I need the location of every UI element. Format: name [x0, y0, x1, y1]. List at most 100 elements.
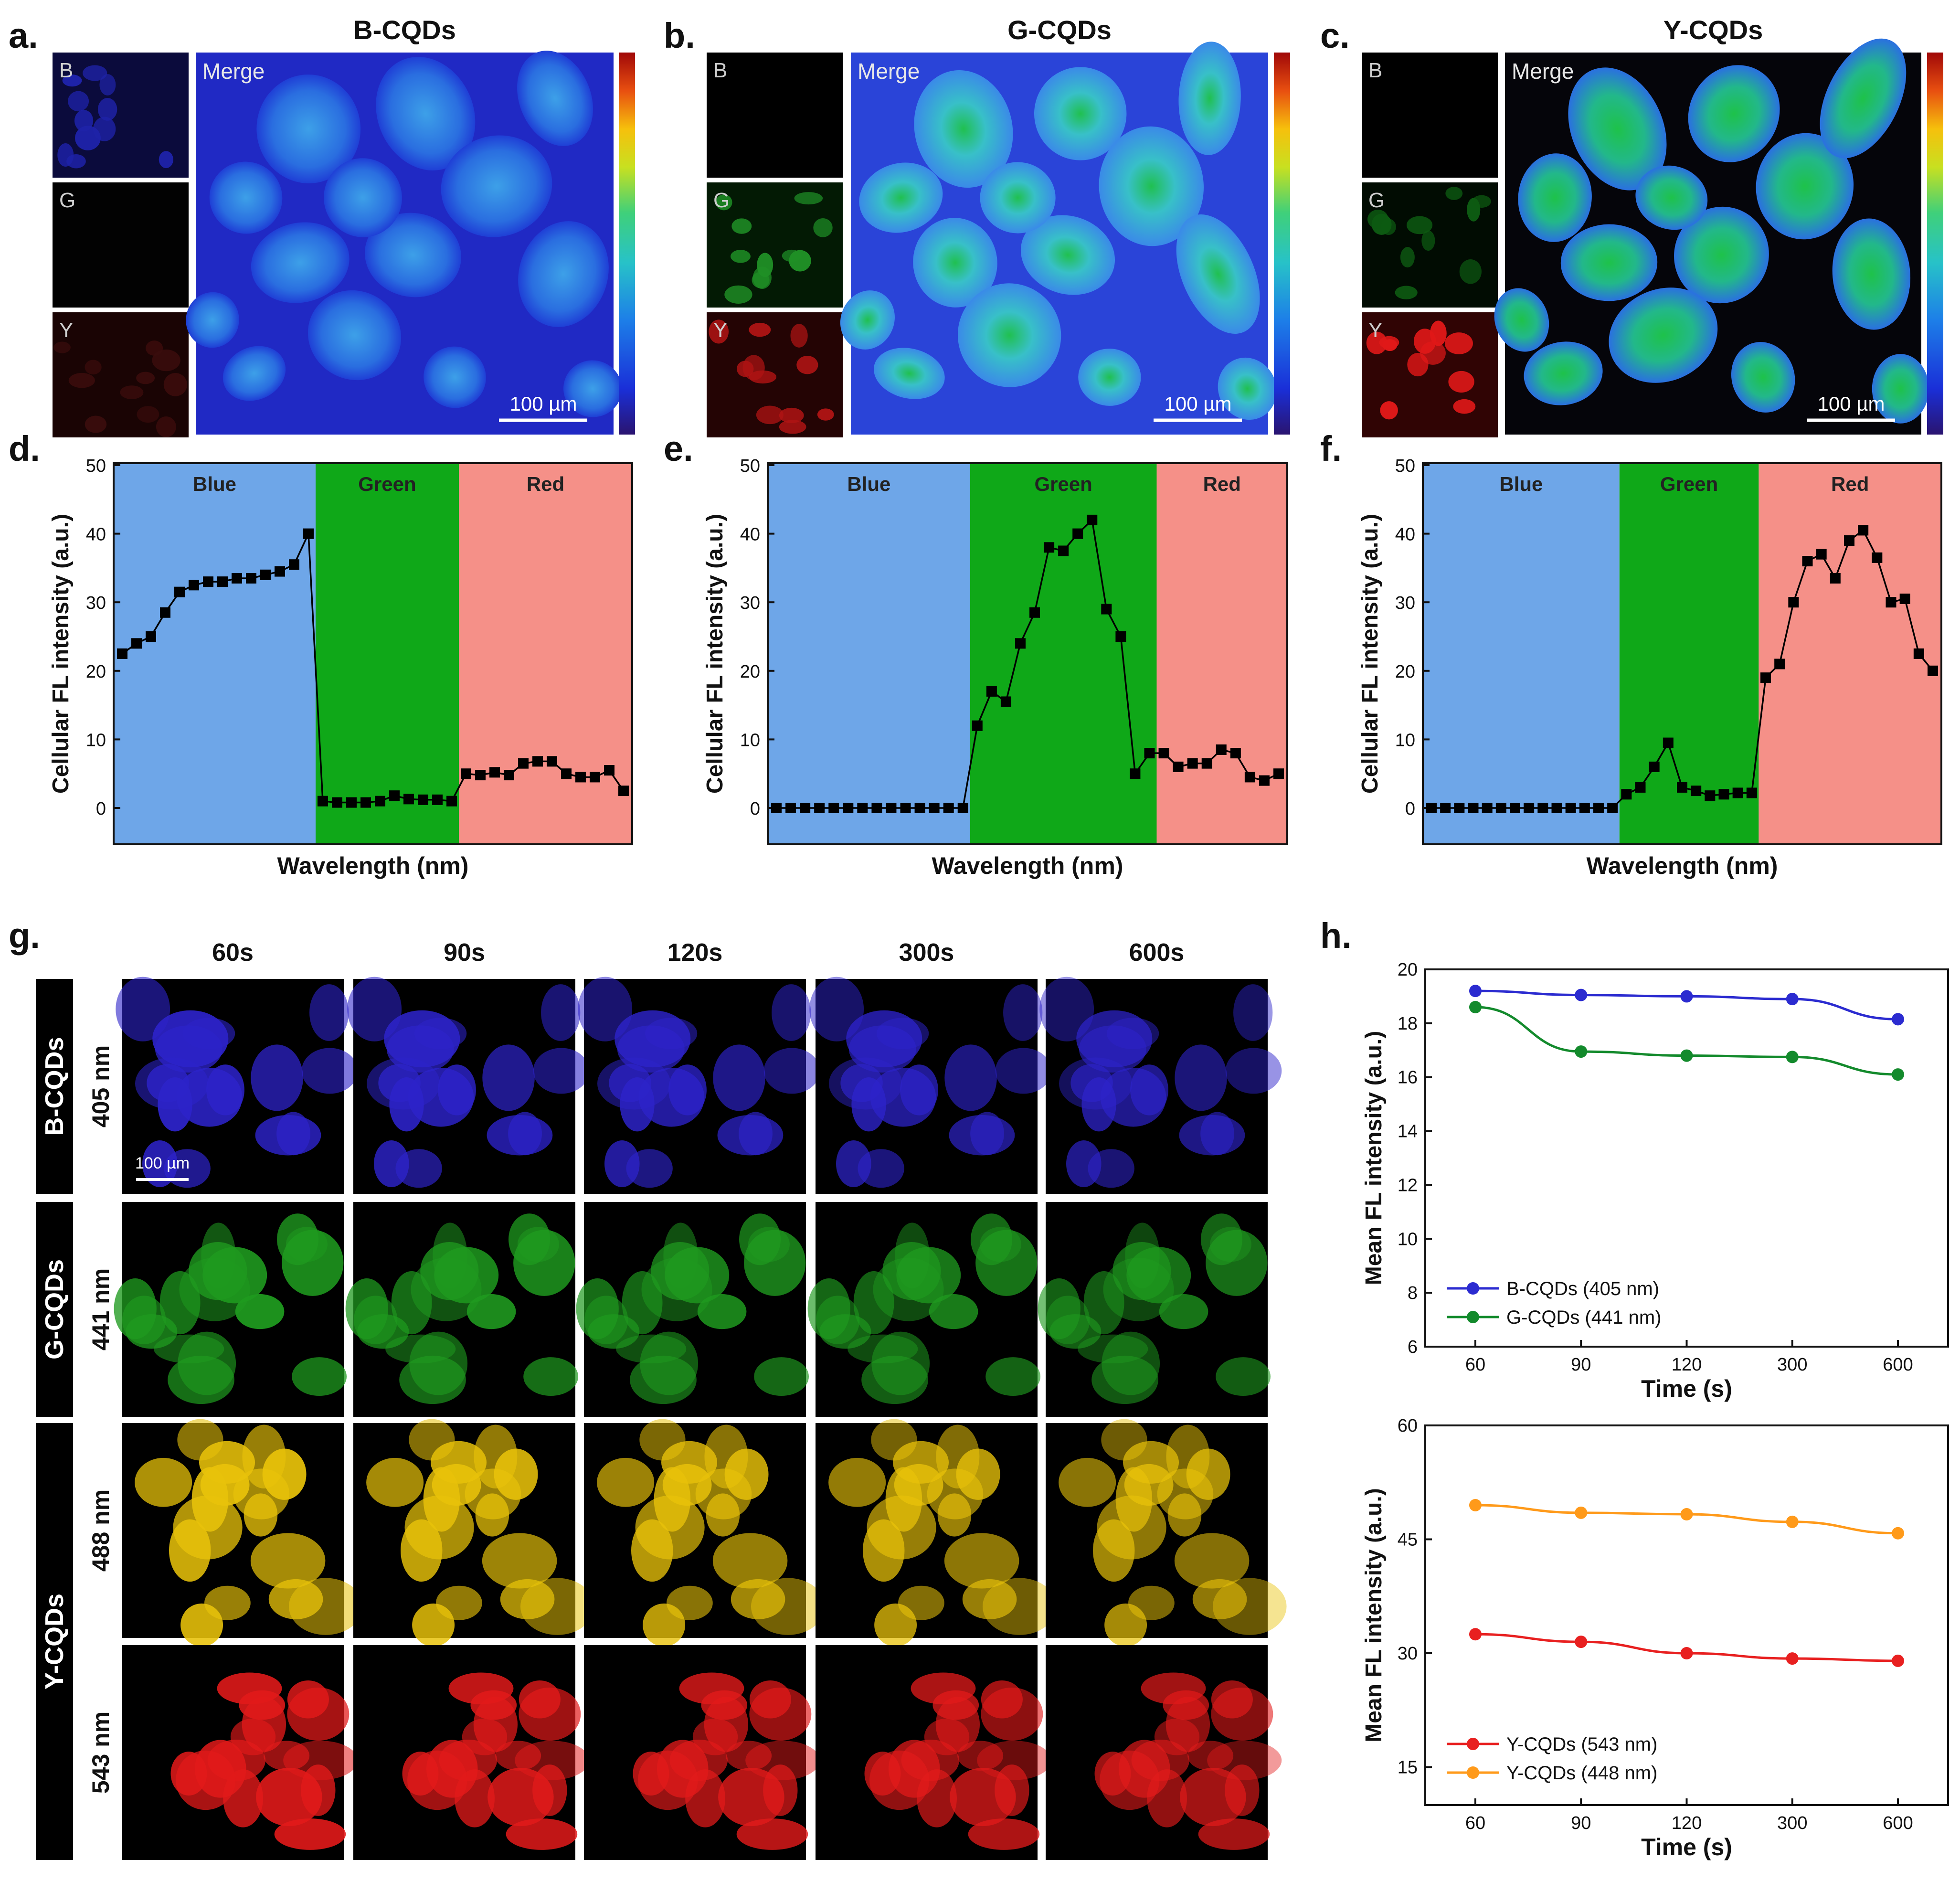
legend-label: B-CQDs (405 nm) [1506, 1278, 1659, 1299]
panel-letter-3: d. [9, 429, 40, 468]
y-tick-label: 40 [740, 525, 760, 545]
cell-blob [1128, 1585, 1175, 1620]
data-point [1015, 638, 1026, 649]
cell-blob [57, 143, 74, 167]
cell-blob [861, 1355, 928, 1404]
cell-blob [135, 1457, 192, 1507]
data-point [800, 803, 811, 813]
cell-blob [1407, 216, 1433, 234]
cell-blob [626, 1149, 673, 1188]
cell-blob [731, 250, 751, 263]
y-tick-label: 60 [1398, 1416, 1418, 1436]
cell-blob [277, 1213, 318, 1265]
cell-blob [301, 1764, 336, 1816]
sample-label: G-CQDs [40, 1259, 69, 1360]
region-label: Green [358, 473, 416, 495]
cell-blob [1674, 206, 1769, 304]
cell-blob [122, 1296, 166, 1345]
data-point [518, 758, 529, 769]
cell-blob [389, 1077, 424, 1132]
y-tick-label: 0 [750, 799, 760, 819]
cell-blob [957, 1741, 1004, 1771]
cell-blob [898, 1585, 944, 1620]
timelapse-grid: 100 µm B-CQDs G-CQDs Y-CQDs 405 nm 441 nm 488 … [36, 977, 1287, 1860]
cell-blob [739, 1112, 773, 1156]
region-red [1759, 463, 1941, 844]
data-point [871, 803, 882, 813]
y-tick-label: 30 [1395, 593, 1415, 613]
cell-blob [423, 1467, 460, 1532]
cell-blob [1459, 259, 1482, 284]
y-tick-label: 30 [86, 593, 106, 613]
cell-blob [1872, 354, 1929, 424]
cell-blob [772, 984, 811, 1041]
data-point [1830, 573, 1841, 584]
cell-blob [1635, 165, 1708, 230]
cell-blob [1174, 1533, 1250, 1589]
data-point [1440, 803, 1451, 813]
cell-blob [159, 1271, 201, 1335]
cell-blob [749, 1687, 812, 1741]
data-point [389, 790, 400, 801]
cell-blob [163, 372, 187, 396]
cell-blob [292, 1357, 347, 1396]
cell-blob [763, 1048, 820, 1094]
data-point [771, 803, 782, 813]
data-point [1786, 1652, 1799, 1665]
data-point [318, 796, 328, 807]
panel-letter-6: g. [9, 916, 40, 956]
data-point [174, 586, 185, 597]
y-axis-label: Cellular FL intensity (a.u.) [48, 514, 74, 794]
x-tick-label: 60 [1465, 1813, 1485, 1833]
data-point [1468, 803, 1479, 813]
scale-bar-label: 100 µm [1818, 393, 1885, 415]
legend-marker [1467, 1311, 1479, 1323]
region-label: Green [1660, 473, 1718, 495]
cell-blob [1176, 214, 1260, 334]
cell-blob [970, 1112, 1004, 1156]
y-tick-label: 14 [1398, 1122, 1418, 1142]
data-point [1680, 1647, 1693, 1659]
time-label: 60s [212, 939, 254, 967]
cell-blob [395, 1149, 442, 1188]
cell-blob [256, 74, 361, 183]
data-point [432, 794, 443, 805]
cell-blob [715, 194, 732, 211]
data-point [189, 580, 199, 591]
cell-blob [816, 1296, 860, 1345]
data-point [1454, 803, 1465, 813]
cell-blob [1034, 67, 1127, 160]
cell-blob [1186, 1448, 1230, 1500]
cell-blob [1078, 349, 1141, 406]
data-point [1130, 768, 1141, 779]
cell-blob [1444, 332, 1473, 354]
y-axis-label: Mean FL intensity (a.u.) [1361, 1031, 1387, 1286]
y-tick-label: 18 [1398, 1014, 1418, 1034]
cell-blob [324, 158, 402, 237]
cell-blob [182, 1018, 235, 1050]
cell-blob [1187, 1741, 1234, 1771]
panel-letter-2: c. [1320, 16, 1350, 55]
cell-blob [794, 192, 823, 205]
cell-blob [1568, 67, 1667, 191]
y-tick-label: 6 [1408, 1337, 1418, 1357]
data-point [1680, 1508, 1693, 1521]
legend-marker [1467, 1282, 1479, 1295]
data-point [1928, 665, 1938, 676]
data-point [532, 756, 543, 767]
cell-blob [726, 1741, 772, 1771]
data-point [1524, 803, 1535, 813]
y-tick-label: 0 [1405, 799, 1415, 819]
y-tick-label: 20 [740, 662, 760, 682]
data-point [1469, 1001, 1482, 1013]
cell-blob [137, 406, 159, 423]
cell-blob [1115, 1467, 1153, 1532]
cell-blob [1688, 65, 1780, 162]
data-point [1786, 1051, 1799, 1063]
data-point [986, 686, 997, 697]
data-point [828, 803, 839, 813]
cell-blob [251, 1044, 303, 1111]
cell-blob [441, 135, 552, 237]
panel-letter-5: f. [1320, 429, 1342, 468]
cell-blob [1233, 984, 1273, 1041]
